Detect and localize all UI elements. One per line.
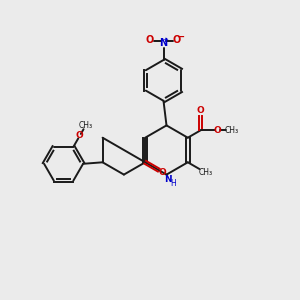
Text: O: O	[172, 35, 181, 45]
Text: N: N	[159, 38, 168, 49]
Text: +: +	[162, 37, 168, 43]
Text: O: O	[213, 126, 221, 135]
Text: O: O	[145, 35, 154, 45]
Text: CH₃: CH₃	[79, 121, 93, 130]
Text: O: O	[159, 168, 167, 177]
Text: CH₃: CH₃	[224, 126, 239, 135]
Text: O: O	[76, 131, 84, 140]
Text: H: H	[170, 178, 176, 188]
Text: N: N	[164, 176, 172, 184]
Text: CH₃: CH₃	[198, 168, 212, 177]
Text: O: O	[197, 106, 205, 115]
Text: −: −	[177, 32, 186, 42]
